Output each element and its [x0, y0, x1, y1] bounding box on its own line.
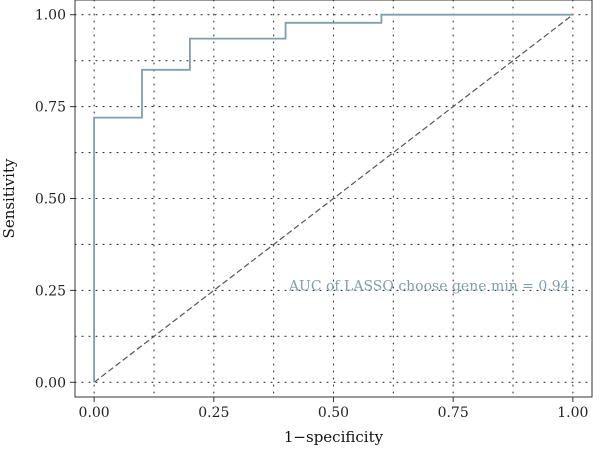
- roc-curve-line: [93, 13, 573, 383]
- y-axis: 0.00 0.25 0.50 0.75 1.00: [35, 8, 75, 391]
- annotation-text: AUC of LASSO choose gene min = 0.94: [288, 278, 570, 294]
- x-tick-label: 0.75: [438, 405, 469, 421]
- x-tick-label: 0.50: [318, 405, 349, 421]
- y-tick-label: 0.25: [35, 283, 66, 299]
- y-tick-label: 0.00: [35, 375, 66, 391]
- x-tick-label: 0.00: [79, 405, 110, 421]
- reference-line-group: [93, 14, 574, 383]
- reference-diagonal-line: [93, 14, 574, 383]
- x-tick-label: 0.25: [198, 405, 229, 421]
- x-tick-label: 1.00: [557, 405, 588, 421]
- y-tick-label: 0.75: [35, 100, 66, 116]
- y-axis-title: Sensitivity: [0, 158, 18, 238]
- y-tick-label: 0.50: [35, 192, 66, 208]
- y-tick-label: 1.00: [35, 8, 66, 24]
- x-axis: 0.00 0.25 0.50 0.75 1.00: [79, 397, 588, 421]
- series-group: [93, 13, 573, 383]
- x-axis-title: 1−specificity: [284, 428, 384, 446]
